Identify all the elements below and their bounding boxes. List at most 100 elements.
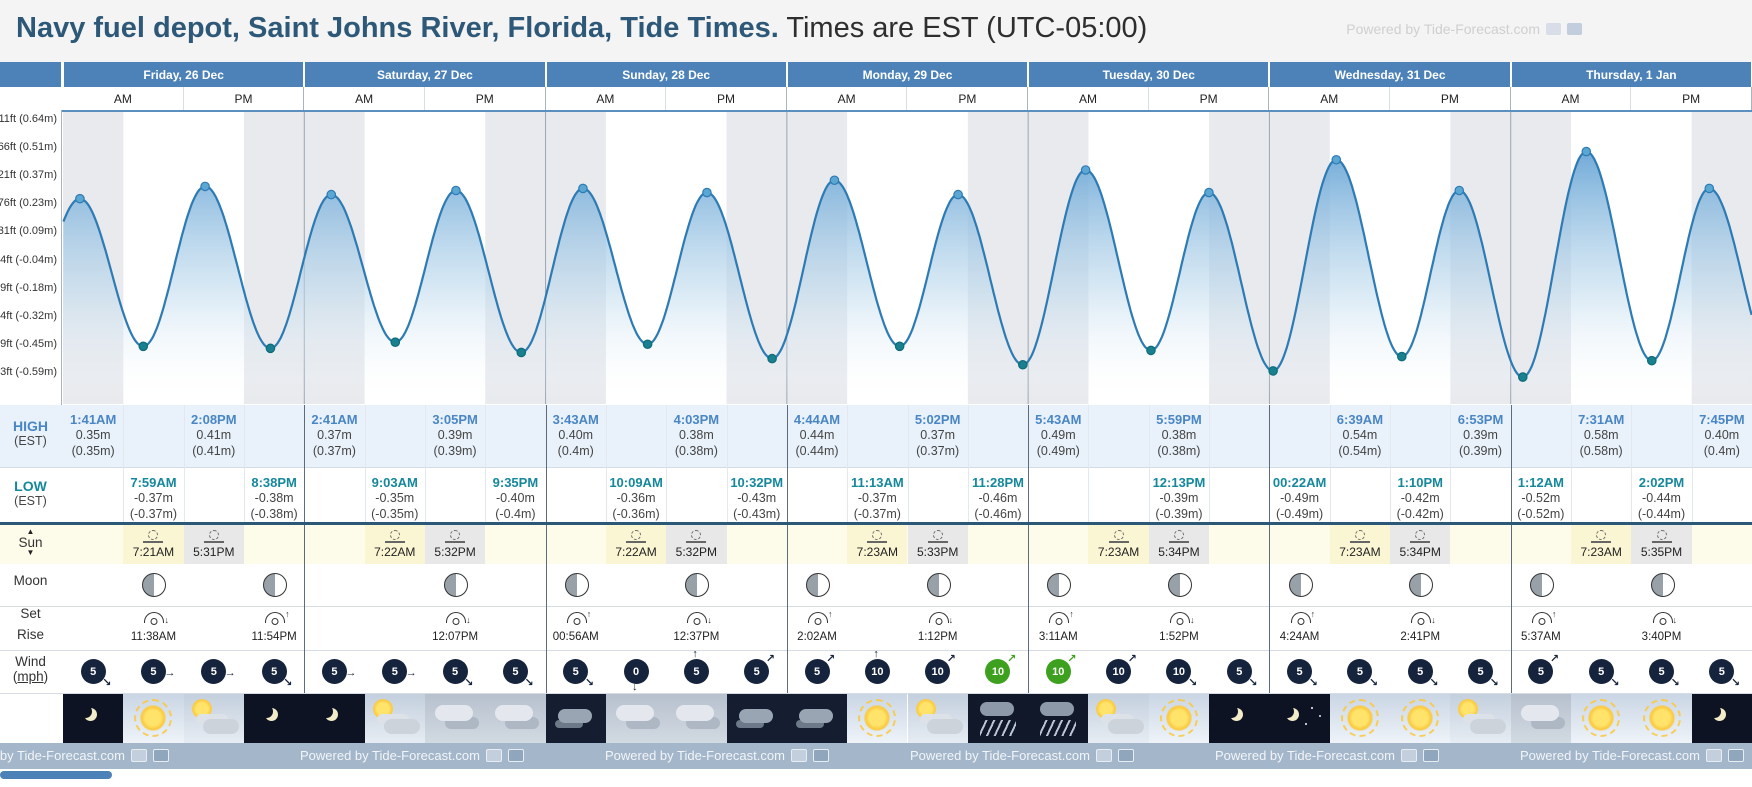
sunrise-icon — [384, 530, 405, 543]
sunrise-time: 7:23AM — [1339, 545, 1381, 559]
moon-phase-icon — [806, 573, 831, 597]
watermark-icon — [1546, 23, 1561, 35]
wind-direction-arrow: → — [345, 667, 357, 679]
day-boundary-line — [1269, 405, 1271, 693]
axis-tick-label: -0.14ft (-0.04m) — [0, 253, 57, 266]
weather-icon-sun — [1631, 693, 1692, 743]
tide-height-alt: (0.58m) — [1579, 443, 1623, 458]
tide-time: 3:43AM — [552, 412, 599, 427]
quarter-line — [1571, 405, 1573, 522]
quarter-line — [1631, 405, 1633, 522]
moon-row-label: Moon — [13, 573, 48, 588]
tide-height: -0.42m — [1400, 491, 1440, 506]
day-header-7: Thursday, 1 Jan — [1511, 62, 1751, 87]
weather-icon-sun — [1571, 693, 1632, 743]
moonset-icon — [928, 612, 949, 623]
day-boundary-line — [304, 405, 306, 693]
tide-time: 4:03PM — [673, 412, 720, 427]
weather-icon-cloud — [666, 693, 727, 743]
wind-speed-badge: 5 — [1226, 659, 1252, 684]
tide-time: 9:35PM — [492, 475, 539, 490]
sunrise-time: 7:23AM — [856, 545, 898, 559]
wind-direction-arrow: ↗ — [1549, 653, 1560, 665]
sunrise-time: 7:23AM — [1580, 545, 1622, 559]
moonset-time: 11:38AM — [130, 631, 177, 643]
moon-arrow-icon: ↑ — [1310, 609, 1316, 619]
tide-height-alt: (-0.44m) — [1637, 506, 1686, 521]
am-cell: AM — [63, 87, 184, 110]
low-tide-entry: 10:09AM -0.36m (-0.36m) — [608, 475, 664, 523]
footer-bar: Powered by Tide-Forecast.com Powered by T… — [0, 743, 1752, 769]
moon-arrow-icon: ↓ — [1431, 615, 1436, 625]
horizontal-scrollbar-thumb[interactable] — [0, 771, 112, 779]
tide-height-alt: (0.44m) — [795, 443, 839, 458]
tide-height-alt: (-0.35m) — [371, 506, 419, 521]
day-header-1: Friday, 26 Dec — [64, 62, 304, 87]
low-tide-entry: 9:03AM -0.35m (-0.35m) — [367, 475, 423, 523]
sunset-cell: 5:33PM — [907, 525, 968, 564]
high-tide-entry: 1:41AM 0.35m (0.35m) — [65, 412, 121, 460]
tide-height: -0.35m — [375, 491, 415, 506]
sunset-time: 5:34PM — [1158, 545, 1200, 559]
sunrise-time: 7:21AM — [132, 545, 175, 559]
wind-speed-badge: 10 — [985, 659, 1011, 684]
tide-time: 1:10PM — [1397, 475, 1443, 490]
wind-speed-badge: 5 — [1407, 659, 1433, 684]
axis-tick-label: 0.76ft (0.23m) — [0, 197, 57, 210]
high-tide-entry: 4:44AM 0.44m (0.44m) — [789, 412, 845, 460]
moon-phase-icon — [1288, 573, 1313, 597]
tide-time: 10:09AM — [609, 475, 663, 490]
watermark-icon — [1567, 23, 1582, 35]
sunset-time: 5:31PM — [193, 545, 235, 559]
low-tide-entry: 1:12AM -0.52m (-0.52m) — [1513, 475, 1569, 523]
sunrise-icon — [1591, 530, 1612, 543]
row-separator — [0, 693, 1752, 694]
tide-height-alt: (0.37m) — [916, 443, 960, 458]
day-boundary-line — [545, 405, 547, 693]
weather-icon-sun-cloud — [183, 693, 244, 743]
sunset-icon — [1168, 530, 1189, 543]
header-corner-cell — [0, 62, 61, 87]
tide-chart — [0, 110, 1752, 412]
tide-time: 8:38PM — [251, 475, 297, 490]
wind-direction-arrow: → — [164, 667, 176, 679]
sunrise-icon — [867, 530, 888, 543]
watermark: Powered by Tide-Forecast.com — [1346, 21, 1582, 37]
tide-time: 5:43AM — [1035, 412, 1082, 427]
tide-height: 0.40m — [558, 428, 594, 443]
quarter-line — [1450, 405, 1452, 522]
tide-height: 0.39m — [1463, 428, 1498, 443]
quarter-line — [907, 405, 909, 522]
tide-height: 0.37m — [920, 428, 956, 443]
wind-speed-badge: 10 — [925, 659, 951, 684]
high-tide-entry: 6:53PM 0.39m (0.39m) — [1452, 412, 1508, 460]
low-tide-entry: 10:32PM -0.43m (-0.43m) — [729, 475, 785, 523]
sunrise-time: 7:22AM — [374, 545, 416, 559]
tide-height-alt: (-0.37m) — [853, 506, 901, 521]
high-tide-entry: 3:43AM 0.40m (0.4m) — [548, 412, 604, 460]
sunrise-time: 7:23AM — [1097, 545, 1140, 559]
wind-direction-arrow: ↘ — [1187, 677, 1198, 689]
tide-height: -0.36m — [616, 491, 656, 506]
footer-flag-icon — [1400, 749, 1417, 762]
tide-height-alt: (-0.49m) — [1275, 506, 1324, 521]
sunset-icon — [1410, 530, 1431, 543]
moonset-icon — [1411, 612, 1432, 623]
moonset-time: 12:07PM — [432, 631, 479, 643]
tide-height-alt: (0.35m) — [71, 443, 115, 458]
footer-flag-icon — [485, 749, 502, 762]
moonrise-icon — [566, 612, 587, 623]
moonrise-icon — [1290, 612, 1311, 623]
tide-time: 5:02PM — [914, 412, 961, 427]
weather-icon-sun-cloud — [1088, 693, 1149, 743]
wind-speed-badge: 10 — [1166, 659, 1192, 684]
sun-row: 7:21AM 5:31PM 7:22AM 5:32PM 7:22AM 5:32PM 7:23… — [0, 525, 1752, 564]
wind-speed-badge: 5 — [321, 659, 347, 684]
tide-height-alt: (-0.39m) — [1155, 506, 1203, 521]
mph-link[interactable]: mph — [17, 669, 44, 684]
page-title-location: Navy fuel depot, Saint Johns River, Flor… — [16, 12, 779, 44]
tide-height: 0.54m — [1342, 428, 1378, 443]
footer-brand-text: Powered by Tide-Forecast.com — [1215, 748, 1395, 763]
weather-icon-sun — [1148, 693, 1210, 743]
